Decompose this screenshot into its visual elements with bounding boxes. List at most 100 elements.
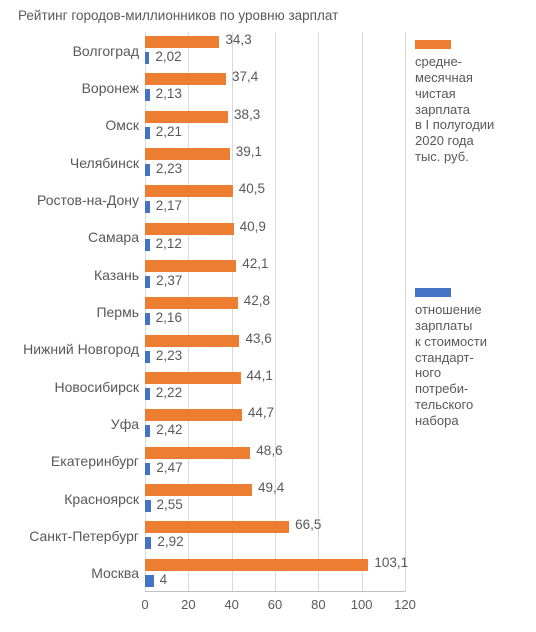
legend-swatch-salary [415,40,451,49]
bar-salary [145,223,234,235]
category-label: Новосибирск [54,379,139,395]
bar-salary [145,484,252,496]
value-label-salary: 37,4 [232,69,258,84]
category-label: Красноярск [64,491,139,507]
category-label: Москва [91,565,139,581]
bar-salary [145,36,219,48]
chart-title: Рейтинг городов-миллионников по уровню з… [18,8,338,23]
value-label-salary: 66,5 [295,517,321,532]
legend-text-ratio: отношениезарплатык стоимостистандарт-ног… [415,302,525,429]
bar-salary [145,73,226,85]
chart-row: Пермь42,82,16 [145,293,405,330]
chart-row: Омск38,32,21 [145,107,405,144]
value-label-ratio: 2,37 [156,273,182,288]
bar-ratio [145,537,151,549]
category-label: Самара [88,229,139,245]
x-tick-label: 60 [268,597,282,612]
category-label: Челябинск [70,155,139,171]
value-label-ratio: 2,13 [156,86,182,101]
x-tick-label: 40 [224,597,238,612]
value-label-salary: 34,3 [225,32,251,47]
x-tick-label: 120 [394,597,416,612]
value-label-ratio: 2,02 [155,49,181,64]
value-label-salary: 49,4 [258,480,284,495]
bar-ratio [145,313,150,325]
chart-row: Казань42,12,37 [145,256,405,293]
value-label-ratio: 2,42 [156,422,182,437]
category-label: Ростов-на-Дону [37,192,139,208]
category-label: Нижний Новгород [23,341,139,357]
category-label: Уфа [111,416,139,432]
value-label-ratio: 2,55 [157,497,183,512]
value-label-salary: 44,7 [248,405,274,420]
chart-row: Челябинск39,12,23 [145,144,405,181]
bar-ratio [145,239,150,251]
gridline [405,32,406,592]
bar-ratio [145,463,150,475]
bar-ratio [145,425,150,437]
chart-row: Москва103,14 [145,555,405,592]
value-label-salary: 103,1 [374,555,408,570]
x-tick-label: 80 [311,597,325,612]
bar-salary [145,335,239,347]
x-tick-label: 0 [141,597,148,612]
bar-salary [145,185,233,197]
category-label: Волгоград [73,43,139,59]
value-label-salary: 48,6 [256,443,282,458]
value-label-salary: 40,5 [239,181,265,196]
chart-row: Красноярск49,42,55 [145,480,405,517]
value-label-ratio: 2,92 [157,534,183,549]
bar-ratio [145,164,150,176]
bar-ratio [145,500,151,512]
category-label: Пермь [96,304,139,320]
value-label-ratio: 2,12 [156,236,182,251]
chart-row: Новосибирск44,12,22 [145,368,405,405]
bar-salary [145,297,238,309]
category-label: Санкт-Петербург [29,528,139,544]
legend-swatch-ratio [415,288,451,297]
bar-salary [145,111,228,123]
bar-ratio [145,127,150,139]
bar-ratio [145,276,150,288]
value-label-salary: 43,6 [245,331,271,346]
value-label-salary: 39,1 [236,144,262,159]
chart-row: Ростов-на-Дону40,52,17 [145,181,405,218]
chart-row: Уфа44,72,42 [145,405,405,442]
chart-row: Санкт-Петербург66,52,92 [145,517,405,554]
value-label-ratio: 2,21 [156,124,182,139]
value-label-ratio: 2,22 [156,385,182,400]
value-label-ratio: 4 [160,572,168,587]
bar-ratio [145,89,150,101]
value-label-ratio: 2,16 [156,310,182,325]
bar-ratio [145,575,154,587]
value-label-ratio: 2,17 [156,198,182,213]
category-label: Омск [105,117,139,133]
chart-row: Воронеж37,42,13 [145,69,405,106]
category-label: Казань [94,267,139,283]
category-label: Екатеринбург [51,453,139,469]
value-label-salary: 38,3 [234,107,260,122]
bar-ratio [145,201,150,213]
bar-salary [145,559,368,571]
bar-ratio [145,52,149,64]
bar-salary [145,148,230,160]
legend-text-salary: средне-месячнаячистаязарплатав I полугод… [415,54,525,165]
bar-ratio [145,388,150,400]
bar-salary [145,521,289,533]
bar-salary [145,447,250,459]
bar-salary [145,260,236,272]
plot-area: 020406080100120Волгоград34,32,02Воронеж3… [145,32,405,592]
value-label-salary: 42,8 [244,293,270,308]
value-label-ratio: 2,23 [156,161,182,176]
chart-row: Волгоград34,32,02 [145,32,405,69]
bar-ratio [145,351,150,363]
value-label-salary: 42,1 [242,256,268,271]
bar-salary [145,372,241,384]
chart-row: Самара40,92,12 [145,219,405,256]
value-label-ratio: 2,47 [156,460,182,475]
chart-row: Нижний Новгород43,62,23 [145,331,405,368]
value-label-salary: 44,1 [247,368,273,383]
category-label: Воронеж [82,80,139,96]
chart-row: Екатеринбург48,62,47 [145,443,405,480]
value-label-ratio: 2,23 [156,348,182,363]
